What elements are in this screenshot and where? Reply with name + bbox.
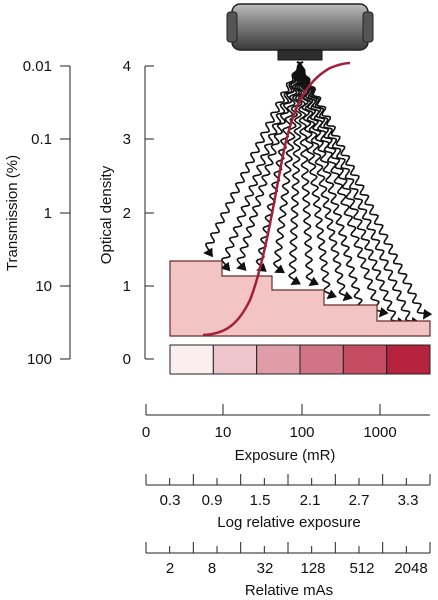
exposure-tick-label: 100 [289, 424, 314, 441]
mas-tick-label: 2 [166, 560, 174, 577]
xray-photon-arrow [299, 61, 338, 300]
xray-photon-arrow [299, 61, 406, 328]
density-strip-segment [342, 344, 388, 375]
mas-axis-title: Relative mAs [245, 582, 333, 599]
step-wedge [169, 260, 431, 337]
density-strip-segment [386, 344, 431, 375]
mas-tick-label: 8 [208, 560, 216, 577]
transmission-tick-label: 10 [35, 278, 52, 295]
xray-photon-arrow [296, 61, 371, 316]
density-axis: 4 3 2 1 0 Optical density [98, 58, 154, 368]
xray-photon-arrow [299, 61, 433, 320]
mas-axis: 2 8 32 128 512 2048 Relative mAs [145, 542, 431, 599]
log-exposure-tick-label: 2.7 [349, 492, 370, 509]
density-strip-segment [256, 344, 301, 375]
exposure-tick-label: 1000 [363, 424, 396, 441]
transmission-axis-title: Transmission (%) [4, 155, 21, 271]
xray-photon-arrow [220, 61, 301, 272]
density-tick-label: 4 [123, 58, 131, 75]
exposure-axis-title: Exposure (mR) [235, 447, 336, 464]
xray-tube-icon [226, 3, 374, 61]
exposure-tick-label: 10 [215, 424, 232, 441]
log-exposure-tick-label: 2.1 [300, 492, 321, 509]
density-strip [169, 344, 431, 375]
xray-photon-arrow [203, 61, 301, 258]
density-tick-label: 2 [123, 205, 131, 222]
density-tick-label: 3 [123, 131, 131, 148]
exposure-axis: 0 10 100 1000 Exposure (mR) [142, 404, 430, 464]
transmission-tick-label: 0.1 [31, 131, 52, 148]
density-strip-segment [212, 344, 258, 375]
density-tick-label: 1 [123, 278, 131, 295]
xray-photon-arrow [299, 61, 353, 302]
log-exposure-axis-title: Log relative exposure [217, 514, 360, 531]
mas-tick-label: 2048 [394, 560, 427, 577]
xray-photon-arrow [272, 61, 301, 274]
mas-tick-label: 512 [349, 560, 374, 577]
mas-tick-label: 32 [257, 560, 274, 577]
characteristic-curve [202, 61, 351, 337]
transmission-tick-label: 1 [44, 205, 52, 222]
log-exposure-tick-label: 0.3 [160, 492, 181, 509]
transmission-tick-label: 100 [27, 351, 52, 368]
density-strip-segment [169, 344, 214, 375]
log-exposure-tick-label: 0.9 [202, 492, 223, 509]
density-tick-label: 0 [123, 351, 131, 368]
xray-photon-arrow [296, 61, 320, 287]
xray-photon-arrow [236, 61, 304, 271]
xray-photon-arrow [288, 61, 304, 285]
log-exposure-tick-label: 1.5 [250, 492, 271, 509]
exposure-tick-label: 0 [142, 424, 150, 441]
transmission-axis: 0.01 0.1 1 10 100 Transmission (%) [4, 58, 71, 368]
log-exposure-tick-label: 3.3 [398, 492, 419, 509]
mas-tick-label: 128 [300, 560, 325, 577]
transmission-tick-label: 0.01 [23, 58, 52, 75]
xray-photon-arrow [296, 61, 421, 328]
xray-photons [203, 61, 433, 328]
density-axis-title: Optical density [98, 165, 115, 264]
density-strip-segment [299, 344, 344, 375]
log-exposure-axis: 0.3 0.9 1.5 2.1 2.7 3.3 Log relative exp… [145, 474, 431, 531]
